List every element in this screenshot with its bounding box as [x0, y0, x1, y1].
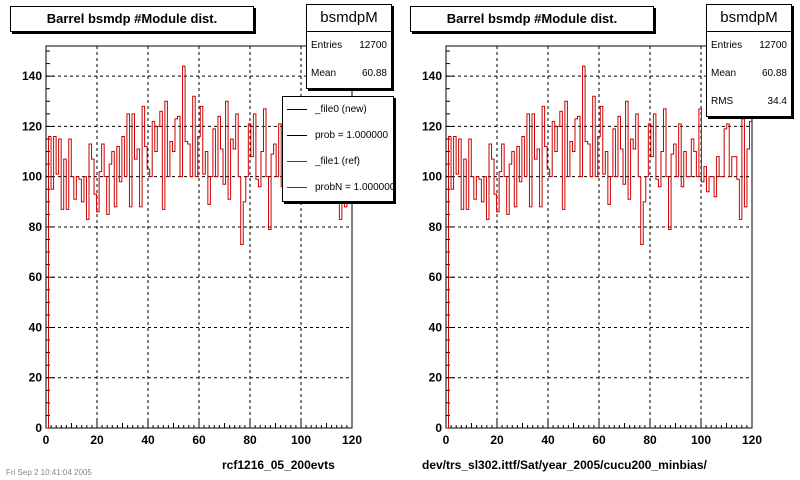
right-y-tick-label: 20: [429, 371, 443, 385]
left-stats-name: bsmdpM: [307, 5, 391, 32]
right-x-tick-label: 100: [691, 433, 711, 447]
right-y-tick-label: 60: [429, 270, 443, 284]
legend-line-file1: [287, 161, 307, 162]
left-y-tick-label: 100: [22, 170, 42, 184]
right-y-tick-label: 140: [422, 69, 442, 83]
legend-entry-prob: prob = 1.000000: [283, 123, 393, 149]
right-x-tick-label: 60: [592, 433, 606, 447]
legend-line-prob: [287, 135, 307, 136]
left-y-tick-label: 140: [22, 69, 42, 83]
legend-box: _file0 (new) prob = 1.000000 _file1 (ref…: [282, 96, 394, 202]
right-stats-entries-value: 12700: [759, 40, 787, 51]
right-footer-label: dev/trs_sl302.ittf/Sat/year_2005/cucu200…: [422, 458, 707, 472]
right-stats-rms-label: RMS: [711, 96, 734, 107]
right-stats-mean-label: Mean: [711, 68, 737, 79]
right-x-tick-label: 40: [541, 433, 555, 447]
left-y-tick-label: 120: [22, 119, 42, 133]
right-y-tick-label: 80: [429, 220, 443, 234]
legend-label-probn: probN = 1.000000: [315, 182, 394, 193]
right-y-tick-label: 100: [422, 170, 442, 184]
legend-label-file1: _file1 (ref): [315, 156, 361, 167]
left-x-tick-label: 40: [141, 433, 155, 447]
right-stats-entries-label: Entries: [711, 40, 743, 51]
right-y-tick-label: 120: [422, 119, 442, 133]
right-histogram-series: [446, 65, 752, 429]
left-x-tick-label: 100: [291, 433, 311, 447]
legend-line-file0: [287, 109, 307, 110]
legend-entry-file1: _file1 (ref): [283, 149, 393, 175]
legend-entry-probn: probN = 1.000000: [283, 175, 393, 201]
date-stamp: Fri Sep 2 10:41:04 2005: [6, 468, 92, 477]
right-stats-rms-value: 34.4: [767, 96, 787, 107]
left-stats-entries-value: 12700: [359, 40, 387, 51]
right-x-tick-label: 80: [643, 433, 657, 447]
left-x-tick-label: 80: [243, 433, 257, 447]
left-chart-title: Barrel bsmdp #Module dist.: [10, 6, 254, 32]
right-stats-mean-value: 60.88: [761, 68, 787, 79]
left-x-tick-label: 120: [342, 433, 362, 447]
left-y-tick-label: 60: [29, 270, 43, 284]
left-histogram-panel: 0 20 40 60 80 100 120 0 20 40 60 80 100 120 140 Barrel…: [6, 4, 394, 477]
left-stats-row-entries: Entries 12700: [307, 32, 391, 60]
right-stats-row-mean: Mean 60.88: [707, 60, 791, 88]
right-y-tick-label: 0: [435, 421, 442, 435]
left-x-tick-label: 60: [192, 433, 206, 447]
legend-entry-file0: _file0 (new): [283, 97, 393, 123]
right-chart-svg: 0 20 40 60 80 100 120 0 20 40 60 80 100 120 140: [422, 45, 762, 447]
right-chart-title: Barrel bsmdp #Module dist.: [410, 6, 654, 32]
left-stats-entries-label: Entries: [311, 40, 343, 51]
left-footer-label: rcf1216_05_200evts: [222, 458, 335, 472]
left-y-tick-label: 0: [35, 421, 42, 435]
right-stats-row-rms: RMS 34.4: [707, 88, 791, 116]
left-y-tick-label: 40: [29, 320, 43, 334]
left-stats-row-mean: Mean 60.88: [307, 60, 391, 88]
left-chart-svg: 0 20 40 60 80 100 120 0 20 40 60 80 100 120 140: [22, 45, 362, 447]
left-stats-mean-value: 60.88: [361, 68, 387, 79]
left-y-tick-label: 20: [29, 371, 43, 385]
left-y-tick-label: 80: [29, 220, 43, 234]
right-stats-name: bsmdpM: [707, 5, 791, 32]
legend-label-prob: prob = 1.000000: [315, 130, 389, 141]
right-x-tick-label: 0: [443, 433, 450, 447]
legend-line-probn: [287, 187, 307, 188]
right-x-tick-label: 20: [490, 433, 504, 447]
right-histogram-panel: 0 20 40 60 80 100 120 0 20 40 60 80 100 120 140 Barrel…: [400, 0, 800, 480]
right-y-tick-label: 40: [429, 320, 443, 334]
left-stats-box: bsmdpM Entries 12700 Mean 60.88: [306, 4, 392, 89]
left-x-tick-label: 20: [90, 433, 104, 447]
right-stats-box: bsmdpM Entries 12700 Mean 60.88 RMS 34.4: [706, 4, 792, 117]
left-stats-mean-label: Mean: [311, 68, 337, 79]
right-stats-row-entries: Entries 12700: [707, 32, 791, 60]
left-x-tick-label: 0: [43, 433, 50, 447]
right-x-tick-label: 120: [742, 433, 762, 447]
legend-label-file0: _file0 (new): [315, 104, 367, 115]
